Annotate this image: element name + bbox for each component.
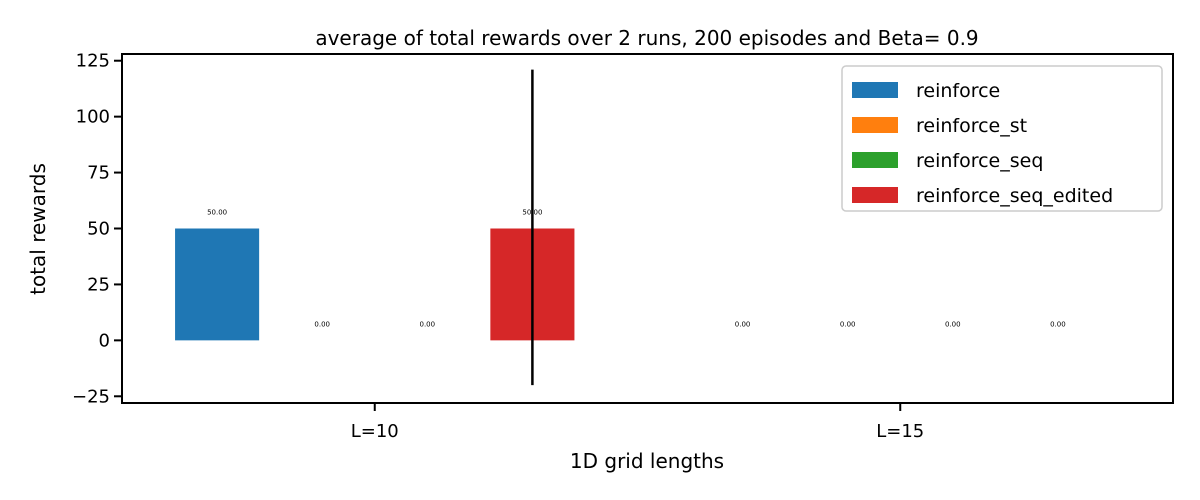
legend-label: reinforce [916,80,1000,102]
data-label: 0.00 [314,320,330,328]
y-axis-ticks: −25 0 25 50 75 100 125 [72,51,122,407]
data-labels: 50.000.000.000.000.000.0050.000.00 [207,209,1066,329]
y-tick-label: 25 [87,274,110,295]
data-label: 0.00 [840,320,856,328]
bars [175,228,575,341]
y-axis-title: total rewards [26,163,50,295]
data-label: 0.00 [1050,320,1066,328]
y-tick-label: 0 [99,330,110,351]
legend-frame [841,65,1163,212]
chart-title: average of total rewards over 2 runs, 20… [315,26,978,50]
x-tick-label: L=10 [351,421,399,442]
legend-label: reinforce_st [916,115,1027,137]
y-tick-label: −25 [72,386,110,407]
legend: reinforce reinforce_st reinforce_seqreinfo… [841,65,1163,212]
plot-frame [121,53,1174,404]
y-tick-label: 50 [87,219,110,240]
y-tick-label: 100 [76,107,110,128]
data-label: 0.00 [735,320,751,328]
x-tick-label: L=15 [876,421,924,442]
legend-swatch [852,187,898,203]
y-tick-label: 125 [76,51,110,72]
legend-label: reinforce_seq [916,150,1043,172]
legend-swatch [852,117,898,133]
legend-swatch [852,82,898,98]
data-label: 0.00 [420,320,436,328]
data-label: 0.00 [945,320,961,328]
data-label: 50.00 [207,209,227,217]
y-tick-label: 75 [87,163,110,184]
legend-label: reinforce_seq_edited [916,185,1113,207]
x-axis-ticks: L=10 L=15 [351,403,924,442]
x-axis-title: 1D grid lengths [570,449,724,473]
legend-swatch [852,152,898,168]
bar-reinforce [175,228,260,341]
